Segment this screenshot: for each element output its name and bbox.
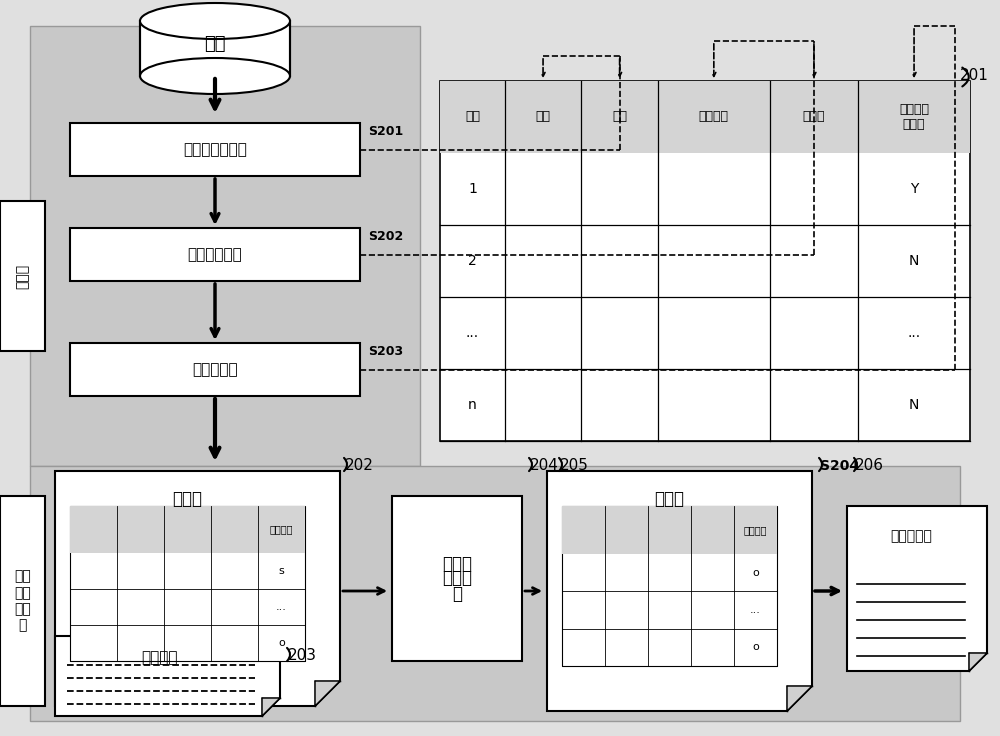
Bar bbox=[70, 506, 305, 553]
Text: ...: ... bbox=[466, 326, 479, 340]
Text: o: o bbox=[752, 567, 759, 578]
Bar bbox=[440, 81, 970, 153]
Text: 词语类型: 词语类型 bbox=[744, 525, 767, 535]
Polygon shape bbox=[787, 686, 812, 711]
Text: 依存关系分析: 依存关系分析 bbox=[188, 247, 242, 262]
Text: ...: ... bbox=[750, 605, 761, 615]
Text: ...: ... bbox=[276, 602, 287, 612]
Ellipse shape bbox=[140, 3, 290, 39]
Text: S204: S204 bbox=[820, 459, 859, 473]
Bar bbox=[392, 496, 522, 661]
Bar bbox=[70, 228, 360, 281]
Text: o: o bbox=[752, 643, 759, 652]
Text: 支配词为
情感词: 支配词为 情感词 bbox=[899, 103, 929, 131]
Text: 支配词: 支配词 bbox=[803, 110, 825, 124]
Text: 2: 2 bbox=[468, 254, 477, 268]
Polygon shape bbox=[55, 636, 280, 716]
Text: 205: 205 bbox=[560, 459, 589, 473]
Bar bbox=[0, 496, 45, 706]
Text: 训练集: 训练集 bbox=[173, 490, 202, 508]
Polygon shape bbox=[262, 698, 280, 716]
Polygon shape bbox=[315, 681, 340, 706]
Text: 特征模板: 特征模板 bbox=[141, 651, 178, 665]
Text: n: n bbox=[468, 398, 477, 412]
Text: 评论: 评论 bbox=[204, 35, 226, 52]
Bar bbox=[70, 506, 305, 661]
Text: 标注
质量
特征
词: 标注 质量 特征 词 bbox=[14, 570, 31, 632]
Text: 201: 201 bbox=[960, 68, 989, 83]
Bar bbox=[70, 343, 360, 396]
Text: 词语: 词语 bbox=[536, 110, 551, 124]
Text: 结果集: 结果集 bbox=[654, 490, 684, 508]
Text: N: N bbox=[909, 254, 919, 268]
Text: 质量特征词: 质量特征词 bbox=[890, 529, 932, 543]
Text: 情感词标注: 情感词标注 bbox=[192, 362, 238, 377]
Text: S201: S201 bbox=[368, 125, 403, 138]
Text: 机场模: 机场模 bbox=[442, 570, 472, 587]
Text: 204: 204 bbox=[530, 459, 559, 473]
Bar bbox=[562, 506, 777, 666]
Text: 条件随: 条件随 bbox=[442, 554, 472, 573]
Text: 词语类型: 词语类型 bbox=[270, 524, 293, 534]
Bar bbox=[30, 466, 960, 721]
Text: Y: Y bbox=[910, 182, 918, 196]
Text: ...: ... bbox=[907, 326, 921, 340]
Polygon shape bbox=[847, 506, 987, 671]
Bar bbox=[562, 506, 777, 554]
Bar bbox=[0, 201, 45, 351]
Text: 202: 202 bbox=[345, 459, 374, 473]
Bar bbox=[140, 21, 290, 76]
Text: s: s bbox=[279, 565, 284, 576]
Ellipse shape bbox=[140, 58, 290, 94]
Text: 1: 1 bbox=[468, 182, 477, 196]
Text: 206: 206 bbox=[855, 459, 884, 473]
Text: 分词及词性标注: 分词及词性标注 bbox=[183, 142, 247, 157]
Polygon shape bbox=[547, 471, 812, 711]
Text: o: o bbox=[278, 638, 285, 648]
Bar bbox=[30, 26, 420, 466]
Polygon shape bbox=[969, 653, 987, 671]
Bar bbox=[70, 123, 360, 176]
Bar bbox=[440, 81, 970, 441]
Text: 序号: 序号 bbox=[465, 110, 480, 124]
Text: 203: 203 bbox=[288, 648, 317, 663]
Text: N: N bbox=[909, 398, 919, 412]
Text: 预处理: 预处理 bbox=[16, 263, 30, 289]
Text: S202: S202 bbox=[368, 230, 403, 243]
Text: S203: S203 bbox=[368, 345, 403, 358]
Text: 型: 型 bbox=[452, 584, 462, 603]
Text: 词性: 词性 bbox=[612, 110, 627, 124]
Text: 依存关系: 依存关系 bbox=[699, 110, 729, 124]
Polygon shape bbox=[55, 471, 340, 706]
